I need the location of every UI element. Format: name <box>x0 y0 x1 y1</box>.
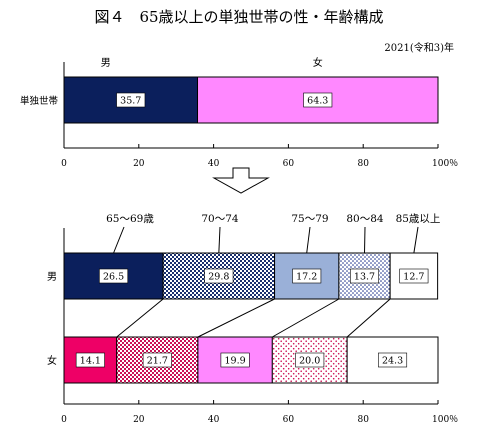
bottom-connector-line <box>198 299 275 337</box>
bottom-x-tick-label: 60 <box>283 415 295 425</box>
chart-title: 図４ 65歳以上の単独世帯の性・年齢構成 <box>94 8 383 26</box>
top-x-tick-label: 0 <box>61 159 67 169</box>
top-value-label: 64.3 <box>307 96 328 107</box>
bottom-value-label: 24.3 <box>382 356 403 367</box>
top-x-tick-label: 80 <box>357 159 369 169</box>
bottom-value-label: 20.0 <box>299 356 320 367</box>
bottom-value-label: 29.8 <box>208 272 229 283</box>
top-legend-label: 男 <box>101 57 111 69</box>
bottom-legend-label: 75～79 <box>291 213 328 225</box>
bottom-connector-line <box>347 299 390 337</box>
bottom-x-tick-label: 20 <box>133 415 145 425</box>
bottom-category-label: 男 <box>47 271 57 283</box>
bottom-legend-leader <box>307 227 310 253</box>
top-legend-label: 女 <box>313 56 323 69</box>
top-x-tick-label: 60 <box>283 159 295 169</box>
top-value-label: 35.7 <box>120 96 141 107</box>
bottom-x-tick-label: 100％ <box>432 414 458 425</box>
bottom-legend-leader <box>114 227 124 253</box>
bottom-x-tick-label: 40 <box>208 415 220 425</box>
bottom-value-label: 26.5 <box>103 272 124 283</box>
bottom-x-tick-label: 80 <box>357 415 369 425</box>
bottom-legend-label: 85歳以上 <box>396 213 441 225</box>
bottom-connector-line <box>117 299 163 337</box>
arrow-down-icon <box>214 168 268 193</box>
top-x-tick-label: 20 <box>133 159 145 169</box>
bottom-value-label: 19.9 <box>225 356 246 367</box>
bottom-chart: 0 20 40 60 80 100％ 26.5 29.8 17.2 13.7 12.7 男 14.1 21… <box>47 213 458 425</box>
top-category-label: 単独世帯 <box>20 95 59 107</box>
bottom-value-label: 14.1 <box>80 356 101 367</box>
bottom-value-label: 17.2 <box>296 272 317 283</box>
top-x-tick-label: 40 <box>208 159 220 169</box>
bottom-value-label: 13.7 <box>354 272 375 283</box>
bottom-connector-line <box>272 299 339 337</box>
bottom-legend-leader <box>219 227 220 253</box>
bottom-legend-leader <box>414 227 418 253</box>
top-x-tick-label: 100％ <box>432 158 458 169</box>
bottom-legend-label: 65～69歳 <box>106 213 154 225</box>
bottom-value-label: 12.7 <box>403 272 424 283</box>
bottom-category-label: 女 <box>47 354 57 367</box>
top-chart: 0 20 40 60 80 100％ 男 35.7 女 64.3 単独世帯 <box>20 56 458 169</box>
year-note: 2021(令和3)年 <box>384 41 454 54</box>
bottom-x-tick-label: 0 <box>61 415 67 425</box>
bottom-legend-label: 80～84 <box>346 213 384 225</box>
bottom-value-label: 21.7 <box>147 356 168 367</box>
bottom-legend-label: 70～74 <box>201 213 239 225</box>
